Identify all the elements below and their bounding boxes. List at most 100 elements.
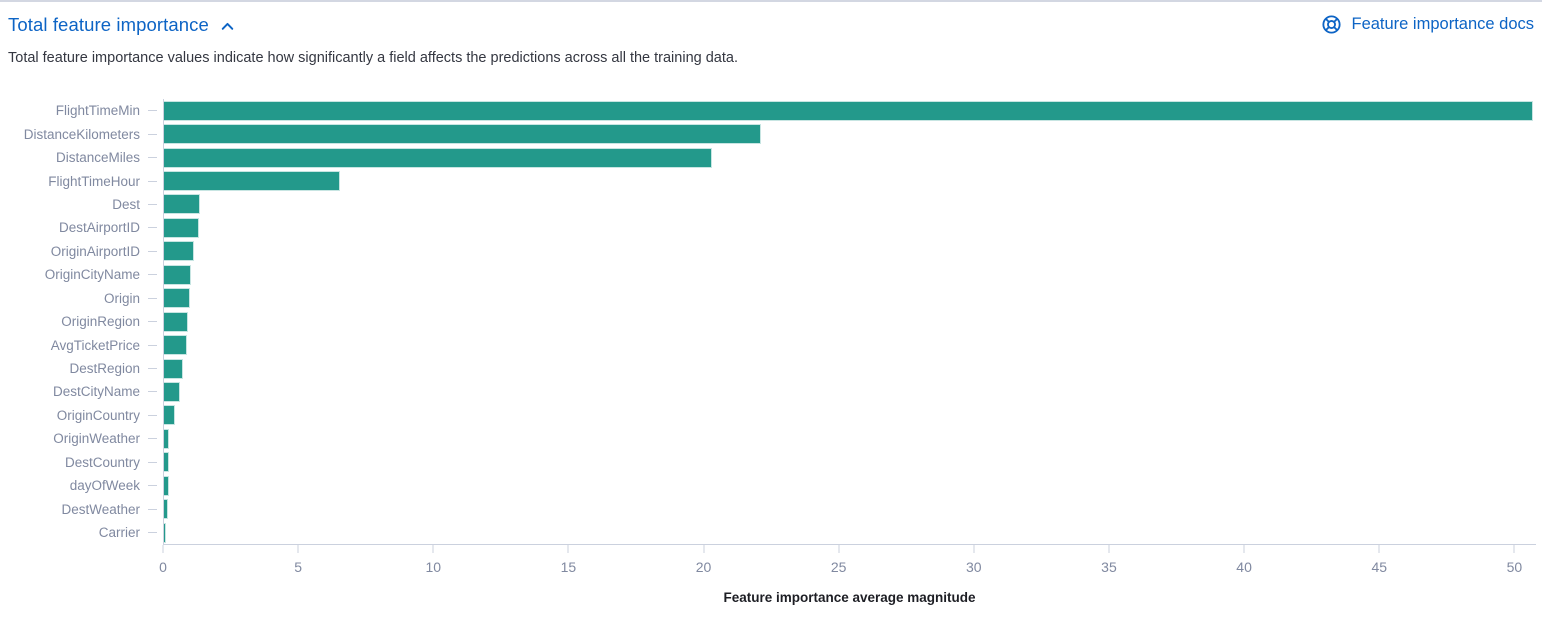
y-axis-label: AvgTicketPrice: [50, 337, 140, 353]
y-axis-label: Origin: [103, 290, 140, 306]
feature-importance-bar[interactable]: [164, 100, 1534, 121]
feature-importance-docs-link[interactable]: Feature importance docs: [1321, 14, 1534, 35]
y-axis-label: OriginCountry: [56, 407, 140, 423]
x-axis-tick: [1108, 545, 1110, 554]
chart-row: FlightTimeHour: [0, 169, 1536, 193]
y-axis-tick: [148, 157, 157, 159]
feature-importance-bar[interactable]: [164, 358, 184, 379]
x-axis-tick-label: 50: [1506, 559, 1523, 576]
chart-row: DestCityName: [0, 380, 1536, 404]
feature-importance-bar[interactable]: [164, 241, 194, 262]
x-axis-title: Feature importance average magnitude: [723, 590, 976, 606]
feature-importance-bar[interactable]: [164, 194, 201, 215]
total-feature-importance-toggle[interactable]: Total feature importance: [8, 14, 236, 36]
chart-row: OriginAirportID: [0, 239, 1536, 264]
bar-track: [163, 309, 1536, 334]
bar-track: [163, 99, 1536, 123]
docs-link-label: Feature importance docs: [1351, 15, 1534, 33]
bar-track: [163, 427, 1536, 451]
bar-track: [163, 263, 1536, 287]
x-axis-tick-label: 45: [1371, 559, 1388, 576]
feature-importance-bar[interactable]: [164, 452, 170, 473]
bar-track: [163, 403, 1536, 428]
x-axis-tick: [1243, 545, 1245, 554]
bar-track: [163, 239, 1536, 264]
x-axis-tick-label: 0: [159, 559, 167, 576]
y-axis-label: DestWeather: [61, 501, 140, 517]
panel-header: Total feature importance Feature importa…: [0, 2, 1542, 36]
feature-importance-bar[interactable]: [164, 428, 170, 449]
y-axis-label: DestCountry: [64, 454, 140, 470]
feature-importance-bar[interactable]: [164, 288, 190, 309]
y-axis-label: DestCityName: [52, 384, 140, 400]
y-axis-label: FlightTimeHour: [48, 173, 140, 189]
x-axis-tick-label: 40: [1236, 559, 1252, 576]
bar-track: [163, 286, 1536, 310]
feature-importance-bar[interactable]: [164, 405, 176, 426]
x-axis-tick-label: 25: [830, 559, 847, 576]
y-axis-tick: [148, 485, 157, 487]
x-axis: 0 5 10 15 20 25 30 35 40 45 50: [159, 544, 1536, 590]
x-axis-tick: [1378, 545, 1380, 554]
chart-row: OriginCountry: [0, 403, 1536, 428]
feature-importance-bar[interactable]: [164, 475, 169, 496]
bar-track: [163, 450, 1536, 474]
bar-track: [163, 497, 1536, 521]
x-axis-tick: [567, 545, 569, 554]
feature-importance-bar[interactable]: [164, 335, 187, 356]
y-axis-tick: [148, 532, 157, 534]
bar-track: [163, 333, 1536, 357]
feature-importance-bar[interactable]: [164, 171, 340, 192]
y-axis-tick: [148, 203, 157, 205]
y-axis-label: FlightTimeMin: [55, 103, 140, 119]
chart-row: Dest: [0, 192, 1536, 217]
chart-row: OriginRegion: [0, 309, 1536, 334]
y-axis-label: OriginRegion: [61, 314, 140, 330]
x-axis-tick: [162, 545, 164, 554]
x-axis-tick-label: 5: [294, 559, 303, 576]
chart-row: Carrier: [0, 520, 1536, 545]
y-axis-label: OriginAirportID: [50, 243, 140, 259]
x-axis-tick: [703, 545, 705, 554]
bar-track: [163, 169, 1536, 193]
y-axis-tick: [148, 110, 157, 112]
x-axis-tick: [973, 545, 975, 554]
y-axis-tick: [148, 274, 157, 276]
chart-row: AvgTicketPrice: [0, 333, 1536, 357]
x-axis-tick-label: 30: [966, 559, 982, 576]
chart-rows: FlightTimeMin DistanceKilometers DistanceM…: [0, 99, 1536, 545]
y-axis-label: DistanceKilometers: [23, 126, 140, 142]
bar-track: [163, 520, 1536, 545]
bar-track: [163, 474, 1536, 498]
y-axis-label: Dest: [112, 196, 140, 212]
chart-row: DistanceMiles: [0, 145, 1536, 170]
y-axis-tick: [148, 438, 157, 440]
feature-importance-bar[interactable]: [164, 147, 713, 168]
x-axis-tick-label: 15: [560, 559, 577, 576]
y-axis-tick: [148, 508, 157, 510]
chart-row: DestRegion: [0, 356, 1536, 381]
y-axis-label: OriginWeather: [53, 431, 140, 447]
feature-importance-chart: FlightTimeMin DistanceKilometers DistanceM…: [0, 99, 1542, 605]
y-axis-tick: [148, 414, 157, 416]
y-axis-label: Carrier: [98, 525, 140, 541]
feature-importance-bar[interactable]: [164, 499, 168, 520]
feature-importance-bar[interactable]: [164, 522, 166, 543]
y-axis-tick: [148, 250, 157, 252]
feature-importance-bar[interactable]: [164, 311, 189, 332]
feature-importance-bar[interactable]: [164, 264, 191, 285]
bar-track: [163, 192, 1536, 217]
y-axis-tick: [148, 368, 157, 370]
feature-importance-bar[interactable]: [164, 217, 200, 238]
y-axis-label: DistanceMiles: [55, 150, 140, 166]
y-axis-label: DestAirportID: [58, 220, 140, 236]
y-axis-tick: [148, 133, 157, 135]
x-axis-tick-label: 35: [1101, 559, 1117, 576]
bar-track: [163, 380, 1536, 404]
chart-row: DestCountry: [0, 450, 1536, 474]
feature-importance-bar[interactable]: [164, 381, 181, 402]
x-axis-tick-label: 10: [425, 559, 442, 576]
chart-row: FlightTimeMin: [0, 99, 1536, 123]
feature-importance-bar[interactable]: [164, 124, 761, 145]
chart-row: DestAirportID: [0, 216, 1536, 240]
